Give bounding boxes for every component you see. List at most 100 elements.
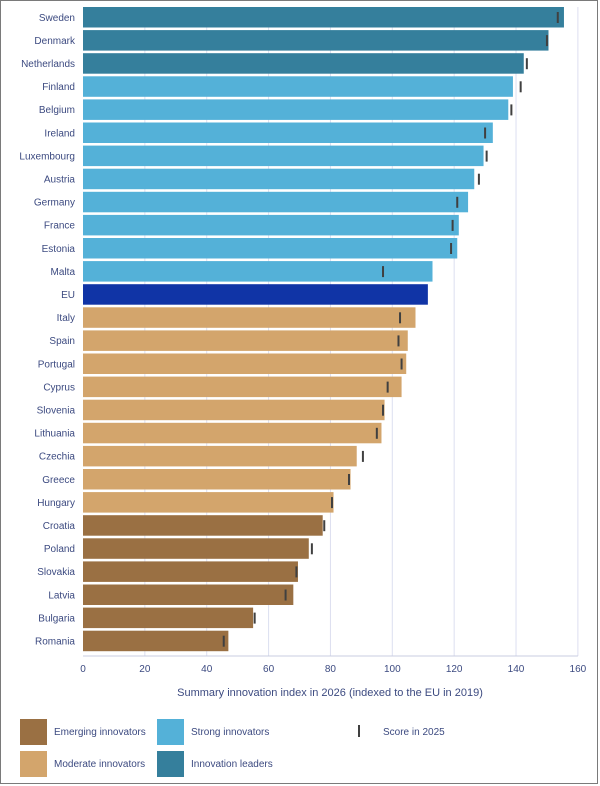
marker-2025-estonia <box>450 243 453 254</box>
category-label-finland: Finland <box>42 82 75 93</box>
bar-latvia <box>83 584 294 605</box>
bar-italy <box>83 307 416 328</box>
x-tick-label-160: 160 <box>570 664 587 675</box>
legend-swatch-emerging-innovators <box>20 719 47 745</box>
marker-2025-sweden <box>556 12 559 23</box>
category-label-slovakia: Slovakia <box>37 567 75 578</box>
legend-swatch-score-in-2025 <box>358 725 360 737</box>
bar-austria <box>83 168 475 190</box>
bar-netherlands <box>83 53 524 74</box>
marker-2025-poland <box>310 543 313 555</box>
x-axis-title: Summary innovation index in 2026 (indexe… <box>177 687 483 699</box>
category-label-cyprus: Cyprus <box>43 382 75 393</box>
legend-label-strong-innovators: Strong innovators <box>191 727 269 738</box>
bar-germany <box>83 191 469 213</box>
marker-2025-france <box>451 219 454 231</box>
legend-label-emerging-innovators: Emerging innovators <box>54 727 146 738</box>
bar-ireland <box>83 122 493 143</box>
bar-czechia <box>83 445 357 467</box>
bar-belgium <box>83 99 509 120</box>
marker-2025-lithuania <box>375 427 378 439</box>
x-tick-label-20: 20 <box>139 664 151 675</box>
category-label-denmark: Denmark <box>34 36 76 47</box>
category-label-lithuania: Lithuania <box>34 429 75 440</box>
legend-label-moderate-innovators: Moderate innovators <box>54 759 145 770</box>
category-label-bulgaria: Bulgaria <box>38 613 75 624</box>
category-label-slovenia: Slovenia <box>37 405 76 416</box>
marker-2025-italy <box>399 312 402 324</box>
category-label-spain: Spain <box>49 336 75 347</box>
category-label-belgium: Belgium <box>39 105 75 116</box>
bar-bulgaria <box>83 607 254 629</box>
bar-luxembourg <box>83 145 484 167</box>
x-tick-label-60: 60 <box>263 664 275 675</box>
marker-2025-germany <box>456 196 459 208</box>
category-label-czechia: Czechia <box>39 452 76 463</box>
x-tick-label-100: 100 <box>384 664 401 675</box>
marker-2025-finland <box>519 81 522 93</box>
marker-2025-belgium <box>510 104 513 116</box>
marker-2025-greece <box>347 474 350 485</box>
category-label-austria: Austria <box>44 174 76 185</box>
category-label-germany: Germany <box>34 198 75 209</box>
category-label-poland: Poland <box>44 544 75 555</box>
legend-label-innovation-leaders: Innovation leaders <box>191 759 273 770</box>
bar-greece <box>83 469 351 490</box>
category-label-latvia: Latvia <box>48 590 75 601</box>
marker-2025-netherlands <box>525 58 528 70</box>
bar-lithuania <box>83 422 382 444</box>
marker-2025-cyprus <box>386 381 389 393</box>
bar-finland <box>83 76 513 97</box>
marker-2025-spain <box>397 335 400 347</box>
category-label-eu: EU <box>61 290 75 301</box>
x-tick-label-40: 40 <box>201 664 213 675</box>
marker-2025-luxembourg <box>485 150 488 162</box>
marker-2025-hungary <box>330 497 333 509</box>
category-label-romania: Romania <box>35 636 75 647</box>
x-tick-label-140: 140 <box>508 664 525 675</box>
legend-swatch-innovation-leaders <box>157 751 184 777</box>
x-tick-label-80: 80 <box>325 664 337 675</box>
category-label-estonia: Estonia <box>42 244 76 255</box>
marker-2025-romania <box>222 635 225 647</box>
category-label-luxembourg: Luxembourg <box>19 151 75 162</box>
category-label-malta: Malta <box>51 267 76 278</box>
bar-malta <box>83 261 433 282</box>
category-label-hungary: Hungary <box>37 498 75 509</box>
category-label-france: France <box>44 221 76 232</box>
bar-romania <box>83 630 229 652</box>
bar-eu <box>83 284 428 305</box>
bar-poland <box>83 538 309 559</box>
x-tick-label-0: 0 <box>80 664 86 675</box>
category-label-italy: Italy <box>57 313 75 324</box>
bar-hungary <box>83 492 334 513</box>
marker-2025-ireland <box>484 127 487 139</box>
bar-slovenia <box>83 399 385 421</box>
x-tick-label-120: 120 <box>446 664 463 675</box>
marker-2025-bulgaria <box>253 612 256 624</box>
bar-estonia <box>83 238 458 259</box>
marker-2025-slovakia <box>295 566 298 578</box>
bar-portugal <box>83 353 407 374</box>
bar-cyprus <box>83 376 402 398</box>
bar-croatia <box>83 515 323 536</box>
legend-swatch-moderate-innovators <box>20 751 47 777</box>
legend-swatch-strong-innovators <box>157 719 184 745</box>
category-label-croatia: Croatia <box>43 521 76 532</box>
category-label-ireland: Ireland <box>44 128 75 139</box>
bar-spain <box>83 330 408 351</box>
marker-2025-latvia <box>284 589 287 601</box>
bar-slovakia <box>83 561 298 582</box>
legend-label-score-in-2025: Score in 2025 <box>383 727 445 738</box>
category-label-sweden: Sweden <box>39 13 75 24</box>
marker-2025-slovenia <box>382 404 385 416</box>
marker-2025-austria <box>477 173 480 185</box>
bar-france <box>83 214 459 236</box>
category-label-netherlands: Netherlands <box>21 59 75 70</box>
marker-2025-malta <box>382 266 385 278</box>
marker-2025-croatia <box>323 520 326 532</box>
marker-2025-denmark <box>545 35 548 47</box>
marker-2025-czechia <box>361 450 364 462</box>
bar-sweden <box>83 7 564 28</box>
category-label-portugal: Portugal <box>38 359 75 370</box>
